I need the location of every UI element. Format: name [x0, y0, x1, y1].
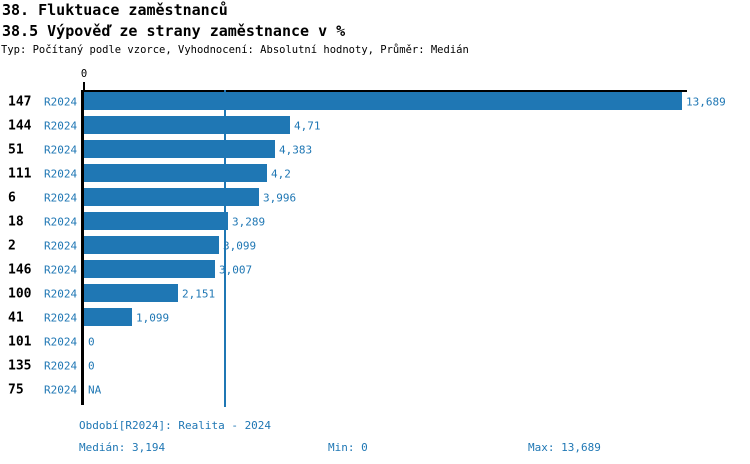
bar-value-label: 1,099: [136, 311, 170, 325]
bar-row: 6 R2024 3,996: [0, 186, 750, 210]
row-category-label: 41: [8, 310, 24, 326]
row-series-label: R2024: [44, 287, 78, 301]
row-category-label: 75: [8, 382, 24, 398]
footer-period: Období[R2024]: Realita - 2024: [79, 419, 272, 432]
row-category-label: 101: [8, 334, 32, 350]
row-series-label: R2024: [44, 167, 78, 181]
bar-value-label: 4,2: [271, 167, 291, 181]
bar-row: 51 R2024 4,383: [0, 138, 750, 162]
bar-value-label: 3,007: [219, 263, 253, 277]
chart-meta-line: Typ: Počítaný podle vzorce, Vyhodnocení:…: [1, 44, 469, 56]
row-series-label: R2024: [44, 335, 78, 349]
row-category-label: 6: [8, 190, 16, 206]
chart-subtitle: 38.5 Výpověď ze strany zaměstnance v %: [2, 22, 346, 40]
bar-row: 75 R2024 NA: [0, 378, 750, 402]
median-reference-line: [223, 90, 226, 407]
bar-value-label: 0: [88, 359, 95, 373]
bar-value-label: 4,383: [279, 143, 313, 157]
bar: [84, 92, 682, 110]
x-axis-line: [84, 90, 687, 92]
row-series-label: R2024: [44, 263, 78, 277]
bar-row: 101 R2024 0: [0, 330, 750, 354]
bar-row: 146 R2024 3,007: [0, 258, 750, 282]
row-category-label: 135: [8, 358, 32, 374]
bar-row: 147 R2024 13,689: [0, 90, 750, 114]
bar: [84, 308, 132, 326]
bar-row: 100 R2024 2,151: [0, 282, 750, 306]
row-category-label: 18: [8, 214, 24, 230]
bar-value-label: 2,151: [182, 287, 216, 301]
row-category-label: 111: [8, 166, 32, 182]
bar-row: 144 R2024 4,71: [0, 114, 750, 138]
bar: [84, 260, 215, 278]
bar: [84, 284, 178, 302]
bar-row: 111 R2024 4,2: [0, 162, 750, 186]
bar: [84, 212, 228, 230]
bar-row: 41 R2024 1,099: [0, 306, 750, 330]
row-category-label: 146: [8, 262, 32, 278]
bar-value-label: 0: [88, 335, 95, 349]
bar-value-label: 3,099: [223, 239, 257, 253]
row-category-label: 144: [8, 118, 32, 134]
bar: [84, 236, 219, 254]
row-category-label: 147: [8, 94, 32, 110]
bar: [84, 164, 267, 182]
row-category-label: 51: [8, 142, 24, 158]
chart-title: 38. Fluktuace zaměstnanců: [2, 1, 228, 19]
footer-max: Max: 13,689: [528, 441, 601, 454]
bar-value-label: 3,289: [232, 215, 266, 229]
bar-row: 2 R2024 3,099: [0, 234, 750, 258]
row-series-label: R2024: [44, 311, 78, 325]
bar-value-label: 4,71: [294, 119, 321, 133]
x-axis-tick-mark: [83, 82, 85, 90]
row-series-label: R2024: [44, 215, 78, 229]
bar: [84, 116, 290, 134]
row-category-label: 2: [8, 238, 16, 254]
bar: [84, 140, 275, 158]
row-series-label: R2024: [44, 191, 78, 205]
bar-row: 135 R2024 0: [0, 354, 750, 378]
row-series-label: R2024: [44, 143, 78, 157]
bar-row: 18 R2024 3,289: [0, 210, 750, 234]
bar-value-label: 3,996: [263, 191, 297, 205]
row-series-label: R2024: [44, 359, 78, 373]
row-series-label: R2024: [44, 383, 78, 397]
row-category-label: 100: [8, 286, 32, 302]
footer-min: Min: 0: [328, 441, 368, 454]
row-series-label: R2024: [44, 119, 78, 133]
row-series-label: R2024: [44, 239, 78, 253]
bar-value-label: 13,689: [686, 95, 726, 109]
x-axis-tick-label: 0: [80, 68, 88, 80]
bar-value-label: NA: [88, 383, 102, 397]
y-axis-line: [81, 90, 84, 405]
row-series-label: R2024: [44, 95, 78, 109]
footer-median: Medián: 3,194: [79, 441, 166, 454]
bar: [84, 188, 259, 206]
